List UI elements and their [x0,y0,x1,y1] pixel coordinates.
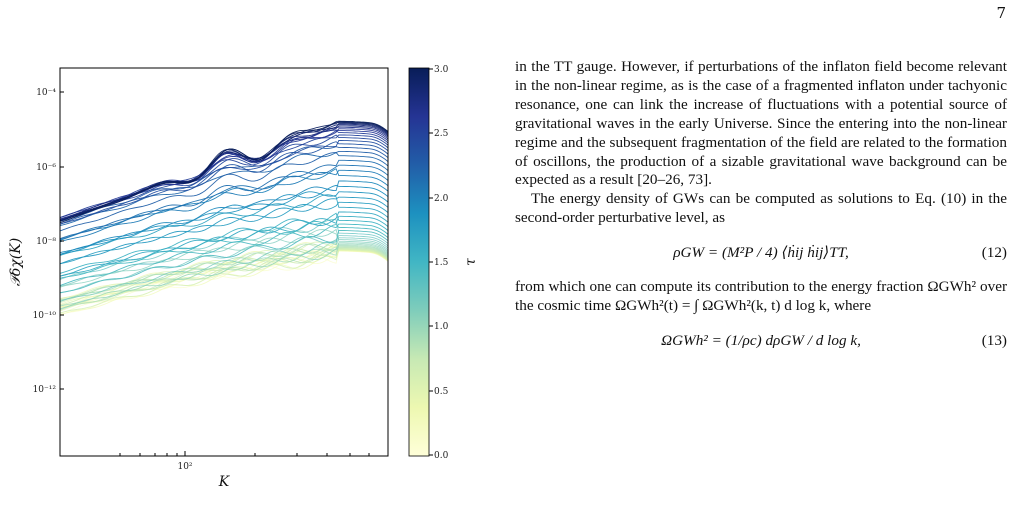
spectrum-curve [60,235,388,294]
spectrum-curve [60,237,388,302]
spectrum-curve [60,212,388,274]
spectrum-curve [60,184,388,256]
x-tick-label: 10² [177,462,192,472]
spectrum-curve [60,221,388,279]
spectrum-curve [60,150,388,232]
spectrum-curve [60,250,388,314]
y-ticks: 10⁻⁴ 10⁻⁶ 10⁻⁸ 10⁻¹⁰ 10⁻¹² [33,88,64,395]
y-tick-label: 10⁻⁴ [36,88,56,98]
spectrum-curve [60,248,388,314]
spectrum-curve [60,241,388,300]
colorbar [408,67,430,457]
spectrum-curve [60,164,388,240]
equation-number: (12) [981,244,1007,262]
page-number: 7 [996,4,1006,22]
y-axis-label: 𝒫δχ(K) [8,238,24,286]
spectrum-curve [60,248,388,308]
spectrum-curve [60,196,388,265]
colorbar-ticks: 3.0 2.5 2.0 1.5 1.0 0.5 0.0 [429,65,449,461]
y-tick-label: 10⁻¹⁰ [33,311,57,321]
colorbar-tick-label: 2.5 [434,129,449,139]
spectrum-curve [60,128,388,222]
spectrum-curve [60,159,388,240]
y-tick-label: 10⁻⁸ [36,237,56,247]
spectrum-curve [60,242,388,310]
x-ticks: 10² [119,451,370,472]
spectrum-curve [60,121,388,222]
spectrum-curve [60,215,388,277]
y-tick-label: 10⁻⁶ [36,163,56,173]
equation-13: ΩGWh² = (1/ρc) dρGW / d log k, (13) [515,326,1007,360]
equation-number: (13) [981,331,1007,349]
equation-formula: ΩGWh² = (1/ρc) dρGW / d log k, [661,331,861,349]
colorbar-tick-label: 0.5 [434,387,449,397]
spectrum-curve [60,228,388,287]
colorbar-label: τ [463,258,479,266]
power-spectrum-figure: 10⁻⁴ 10⁻⁶ 10⁻⁸ 10⁻¹⁰ 10⁻¹² 10² K 𝒫δχ(K) … [8,65,479,490]
spectrum-curve [60,125,388,220]
spectrum-curve [60,169,388,243]
spectrum-curve [60,223,388,287]
colorbar-tick-label: 1.0 [434,322,449,332]
equation-12: ρGW = (M²P / 4) ⟨ḣij ḣij⟩TT, (12) [515,238,1007,272]
spectrum-curves [60,120,388,316]
paragraph: The energy density of GWs can be compute… [515,190,1007,227]
paragraph: in the TT gauge. However, if perturbatio… [515,58,1007,189]
paragraph: from which one can compute its contribut… [515,278,1007,315]
spectrum-curve [60,151,388,227]
equation-formula: ρGW = (M²P / 4) ⟨ḣij ḣij⟩TT, [673,244,849,262]
spectrum-curve [60,120,388,224]
y-tick-label: 10⁻¹² [33,385,57,395]
spectrum-curve [60,249,388,308]
spectrum-curve [60,201,388,265]
colorbar-tick-label: 0.0 [434,451,449,461]
spectrum-curve [60,140,388,225]
spectrum-curve [60,243,388,307]
spectrum-curve [60,229,388,288]
colorbar-tick-label: 2.0 [434,194,449,204]
spectrum-curve [60,219,388,280]
body-text-column: in the TT gauge. However, if perturbatio… [515,58,1007,366]
colorbar-tick-label: 1.5 [434,258,449,268]
spectrum-curve [60,211,388,277]
colorbar-tick-label: 3.0 [434,65,449,75]
spectrum-curve [60,146,388,222]
spectrum-curve [60,180,388,254]
x-axis-label: K [218,474,231,490]
spectrum-curve [60,249,388,312]
spectrum-curve [60,230,388,294]
plot-frame [59,67,389,457]
spectrum-curve [60,243,388,305]
